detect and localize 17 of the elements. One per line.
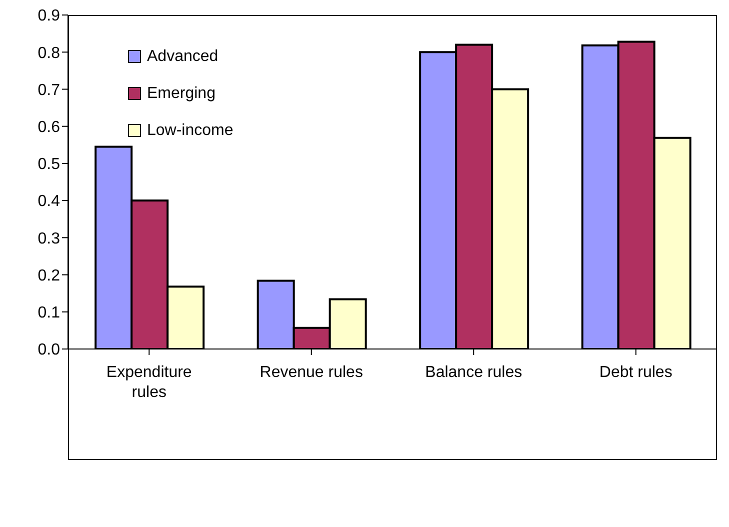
y-tick-label: 0.5: [38, 156, 60, 174]
y-tick-label: 0.1: [38, 304, 60, 322]
y-tick-label: 0.7: [38, 82, 60, 99]
x-tick-label: Revenue rules: [260, 364, 363, 381]
y-tick-label: 0.2: [38, 267, 60, 284]
legend-label: Advanced: [147, 48, 218, 66]
legend-label: Low-income: [147, 122, 234, 140]
x-tick-label: Balance rules: [425, 364, 522, 381]
y-tick-label: 0.4: [38, 193, 60, 210]
y-tick-label: 0.0: [38, 342, 60, 359]
y-tick-label: 0.9: [38, 8, 60, 25]
legend-label: Emerging: [147, 84, 216, 102]
x-tick-label: Expenditure rules: [106, 364, 192, 401]
y-tick-label: 0.6: [38, 119, 60, 136]
y-tick-label: 0.3: [38, 230, 60, 248]
x-tick-label: Debt rules: [599, 364, 672, 381]
y-tick-label: 0.8: [38, 44, 60, 62]
